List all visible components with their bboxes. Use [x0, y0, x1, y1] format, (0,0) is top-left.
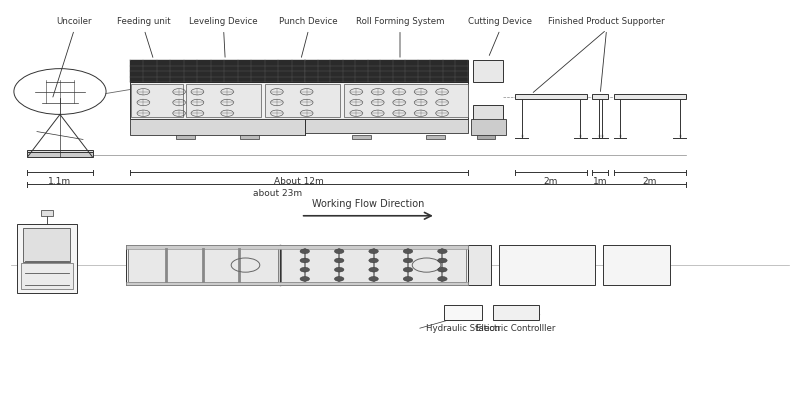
Bar — [27, 152, 93, 157]
Circle shape — [403, 258, 413, 263]
Bar — [240, 135, 259, 139]
Text: about 23m: about 23m — [253, 189, 302, 198]
Circle shape — [438, 276, 447, 281]
Bar — [614, 94, 686, 99]
Circle shape — [403, 276, 413, 281]
Bar — [265, 84, 341, 117]
Bar — [592, 94, 608, 99]
Circle shape — [369, 276, 378, 281]
Text: Working Flow Direction: Working Flow Direction — [312, 199, 425, 209]
Circle shape — [403, 267, 413, 272]
Bar — [515, 94, 586, 99]
Circle shape — [438, 249, 447, 254]
Bar — [21, 262, 73, 289]
Circle shape — [334, 276, 344, 281]
Text: 2m: 2m — [642, 177, 657, 186]
Circle shape — [334, 258, 344, 263]
Circle shape — [369, 267, 378, 272]
Bar — [130, 60, 306, 82]
Text: 1m: 1m — [593, 177, 607, 186]
Bar — [473, 105, 503, 133]
Bar — [470, 119, 506, 135]
Bar — [477, 135, 494, 139]
Text: Leveling Device: Leveling Device — [190, 18, 258, 26]
Bar — [126, 245, 467, 285]
Text: 2m: 2m — [544, 177, 558, 186]
Circle shape — [438, 258, 447, 263]
Bar — [344, 84, 467, 117]
Bar — [23, 228, 70, 262]
Circle shape — [300, 258, 310, 263]
Bar — [602, 245, 670, 285]
Circle shape — [334, 249, 344, 254]
Bar — [444, 305, 482, 320]
Bar — [127, 248, 278, 282]
Text: Cutting Device: Cutting Device — [468, 18, 532, 26]
Bar — [130, 82, 467, 119]
Text: About 12m: About 12m — [274, 177, 323, 186]
Text: Finished Product Supporter: Finished Product Supporter — [548, 18, 665, 26]
Circle shape — [438, 267, 447, 272]
Bar — [351, 135, 370, 139]
Bar — [467, 245, 491, 285]
Text: Uncoiler: Uncoiler — [57, 18, 92, 26]
Circle shape — [369, 258, 378, 263]
Text: Roll Forming System: Roll Forming System — [356, 18, 444, 26]
Text: Feeding unit: Feeding unit — [118, 18, 171, 26]
Bar — [306, 60, 467, 82]
Bar — [499, 245, 594, 285]
Circle shape — [300, 249, 310, 254]
Bar — [306, 119, 467, 133]
Circle shape — [300, 276, 310, 281]
Text: Electric Controlller: Electric Controlller — [476, 324, 556, 333]
Bar — [126, 245, 467, 248]
Bar — [473, 60, 503, 82]
Bar — [41, 210, 53, 216]
Bar — [426, 135, 446, 139]
Bar — [126, 282, 467, 285]
Bar — [131, 84, 183, 117]
Circle shape — [300, 267, 310, 272]
Bar — [282, 248, 466, 282]
Text: Hydraulic Station: Hydraulic Station — [426, 324, 500, 333]
Circle shape — [403, 249, 413, 254]
Text: 1.1m: 1.1m — [49, 177, 71, 186]
Circle shape — [334, 267, 344, 272]
Bar — [130, 119, 306, 135]
Bar — [17, 224, 77, 293]
Bar — [493, 305, 539, 320]
Text: Punch Device: Punch Device — [279, 18, 338, 26]
Bar — [186, 84, 261, 117]
Circle shape — [369, 249, 378, 254]
Bar — [176, 135, 195, 139]
Bar — [27, 150, 93, 152]
